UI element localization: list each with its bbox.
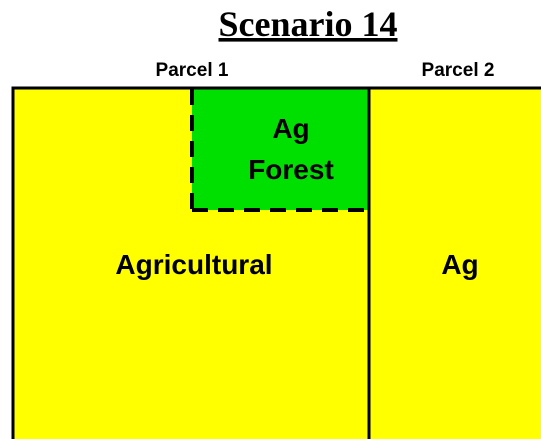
inset-label: Ag xyxy=(272,113,309,144)
region-label: Agricultural xyxy=(115,249,272,280)
parcel-label: Parcel 1 xyxy=(156,60,229,81)
title: Scenario 14 xyxy=(219,4,398,44)
parcel-border xyxy=(11,86,541,439)
inset-label: Forest xyxy=(248,154,334,185)
region-label: Ag xyxy=(441,249,478,280)
forest-inset xyxy=(192,87,369,210)
parcel-label: Parcel 2 xyxy=(422,60,495,81)
